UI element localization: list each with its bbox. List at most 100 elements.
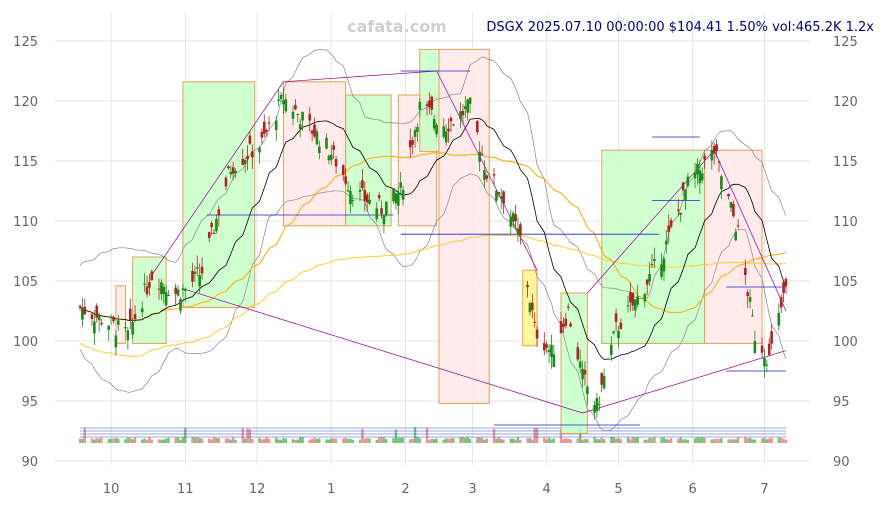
candle-body [184,288,187,291]
volume-bar [263,438,266,443]
volume-bar [612,437,615,443]
candle-body [626,305,630,307]
volume-bar [430,438,434,443]
candle-body [109,317,113,319]
volume-bar [275,437,278,443]
volume-bar [713,439,716,443]
candle-body [363,189,367,201]
candle-body [430,96,434,110]
candle-body [279,95,283,100]
volume-bar [198,437,201,443]
volume-bar [645,439,649,443]
candle-body [559,321,563,333]
candle-body [116,320,120,325]
candle-body [514,214,517,222]
candle-body [550,344,553,358]
volume-bar [184,427,187,443]
candle-body [452,124,455,126]
candle-body [296,113,300,115]
volume-bar [583,438,587,443]
candle-body [633,299,637,311]
candle-body [533,322,537,324]
volume-bar [100,437,103,443]
y-tick-label: 105 [833,275,858,290]
volume-bar [636,437,639,443]
volume-bar [124,439,127,443]
trend-line [587,149,715,294]
volume-bar [162,439,165,443]
candle-body [126,330,130,341]
y-tick-label: 95 [833,395,850,410]
volume-bar [600,437,603,443]
candle-body [693,172,697,179]
candle-body [516,228,520,235]
candle-body [310,130,314,134]
candle-body [114,335,118,348]
volume-bar [97,438,101,443]
volume-bar [401,437,405,443]
candle-body [765,364,769,366]
candle-body [131,321,134,335]
x-tick-label: 12 [249,482,266,497]
candle-body [107,325,111,330]
candle-body [492,174,496,176]
candle-body [665,240,668,245]
range-box [282,81,347,227]
volume-bar [394,429,398,443]
volume-bar [660,437,663,443]
volume-bar [315,438,319,443]
volume-bar [650,438,654,443]
volume-bar [476,437,479,443]
volume-bar [782,438,785,443]
volume-bar [768,438,771,443]
candle-body [93,321,96,334]
candle-body [468,97,472,104]
volume-bar [545,439,548,443]
volume-bar [466,437,469,443]
volume-bar [444,438,448,443]
candle-body [145,286,149,295]
volume-bar [157,439,161,443]
candle-body [334,158,338,167]
candle-body [782,281,785,293]
volume-bar [191,437,194,443]
x-tick-label: 4 [543,482,551,497]
y-tick-label: 110 [833,215,858,230]
candle-body [413,130,417,137]
candle-body [193,271,197,274]
range-box [438,48,490,404]
volume-bar [736,437,740,443]
y-tick-label: 125 [833,35,858,50]
volume-bar [464,437,467,443]
candle-body [729,201,733,208]
volume-bar [748,437,752,443]
volume-bar [145,439,149,443]
candle-body [511,212,515,222]
candle-body [696,163,699,175]
candle-body [100,322,103,325]
volume-bar [363,438,366,443]
candle-body [475,121,479,133]
candle-body [669,220,673,227]
candle-body [124,327,127,329]
trend-line [185,289,583,414]
candle-body [727,194,730,197]
x-axis: 10 11 12 1 2 3 4 5 6 7 [103,482,769,497]
volume-bar [780,438,783,443]
candle-body [133,314,137,320]
candle-body [227,166,230,169]
volume-bar [698,437,702,443]
volume-bar [528,438,532,443]
x-tick-label: 7 [760,482,768,497]
candle-body [442,126,446,137]
volume-bar [231,437,235,443]
volume-bar [459,437,462,443]
volume-bar [578,427,582,443]
candle-body [176,289,180,296]
volume-bar [442,439,445,443]
volume-bar [215,437,218,443]
candle-body [315,131,319,145]
candle-body [251,151,254,158]
candle-body [325,137,328,149]
volume-bar [332,438,335,443]
